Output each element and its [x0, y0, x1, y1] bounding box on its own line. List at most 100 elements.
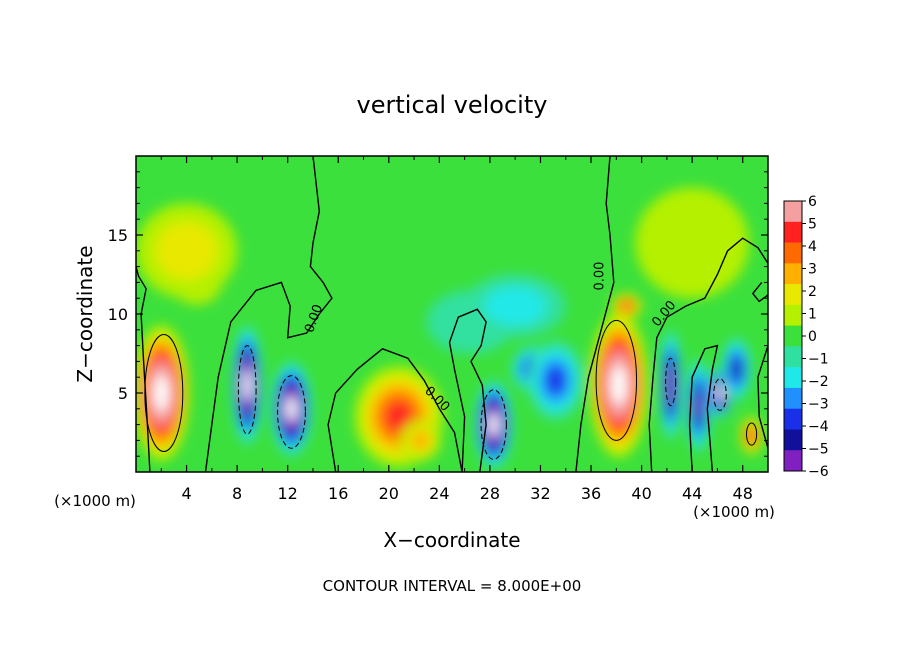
positive-core-contour	[144, 334, 184, 452]
colorbar-tick-label: 6	[808, 194, 817, 210]
x-tick-label: 20	[379, 484, 399, 503]
colorbar-tick-label: −3	[808, 397, 829, 413]
colorbar-tick-label: 2	[808, 284, 817, 300]
x-tick-label: 40	[631, 484, 651, 503]
y-axis-ticks: 5 10 15	[108, 171, 768, 457]
colorbar-tick-label: −4	[808, 419, 829, 435]
contour-label: 0.00	[592, 262, 607, 291]
y-tick-label: 5	[118, 384, 128, 403]
velocity-level-ring	[288, 400, 295, 417]
velocity-level-ring	[668, 373, 674, 397]
y-tick-label: 15	[108, 226, 128, 245]
velocity-cell	[685, 358, 712, 454]
velocity-cell	[400, 419, 441, 461]
zero-contour-line	[688, 344, 719, 472]
velocity-level-ring	[545, 366, 566, 395]
negative-core-contour	[665, 357, 677, 407]
colorbar-swatch	[784, 201, 802, 223]
x-tick-label: 44	[682, 484, 702, 503]
velocity-cell	[659, 329, 683, 441]
colorbar-swatch	[784, 408, 802, 430]
negative-core-contour	[713, 378, 727, 411]
colorbar-tick-label: 5	[808, 217, 817, 233]
colorbar-swatch	[784, 284, 802, 306]
x-axis-ticks: 4 8 12 16 20 24 28 32 36 40 44 48	[160, 156, 753, 503]
x-tick-label: 8	[232, 484, 242, 503]
velocity-cell	[611, 293, 642, 319]
colorbar-labels: 6 5 4 3 2 1 0 −1 −2 −3 −4 −5 −6	[802, 194, 829, 480]
x-axis-label: X−coordinate	[383, 528, 520, 552]
x-tick-label: 32	[530, 484, 550, 503]
colorbar-tick-label: 0	[808, 329, 817, 345]
velocity-cell	[271, 361, 312, 457]
zero-contours	[136, 156, 768, 472]
colorbar-swatch	[784, 346, 802, 368]
x-tick-label: 28	[480, 484, 500, 503]
y-tick-label: 10	[108, 305, 128, 324]
x-tick-label: 16	[328, 484, 348, 503]
velocity-cell	[474, 380, 513, 469]
velocity-cell	[740, 416, 763, 455]
colorbar-tick-label: 1	[808, 307, 817, 323]
colorbar-swatch	[784, 304, 802, 327]
velocity-level-ring	[155, 221, 218, 280]
zero-contour-line	[448, 308, 487, 472]
colorbar-tick-label: −6	[808, 464, 829, 480]
colorbar-tick-label: 3	[808, 262, 817, 278]
velocity-level-ring	[156, 381, 166, 405]
colorbar-swatches	[784, 201, 802, 472]
velocity-level-ring	[695, 394, 702, 418]
positive-core-contour	[595, 319, 638, 441]
zero-contour-line	[204, 156, 333, 472]
plot-area: 0.000.000.000.00 4 8 12 16 20 24 28 32 36 40 44 48 …	[108, 155, 769, 503]
x-tick-label: 36	[581, 484, 601, 503]
zero-contour-line	[757, 345, 768, 449]
velocity-level-ring	[614, 372, 624, 398]
negative-core-contour	[277, 375, 306, 449]
y-axis-label: Z−coordinate	[73, 245, 97, 382]
x-tick-label: 4	[181, 484, 191, 503]
x-tick-label: 12	[278, 484, 298, 503]
colorbar-swatch	[784, 242, 802, 264]
velocity-cell	[721, 337, 752, 401]
colorbar-swatch	[784, 429, 802, 451]
velocity-cell	[527, 340, 584, 420]
velocity-level-ring	[717, 388, 723, 398]
velocity-level-ring	[732, 360, 741, 379]
x-tick-label: 48	[733, 484, 753, 503]
colorbar-swatch	[784, 387, 802, 410]
velocity-cell	[589, 312, 648, 458]
velocity-level-ring	[386, 402, 412, 432]
colorbar-swatch	[784, 450, 802, 472]
colorbar-tick-label: −1	[808, 352, 829, 368]
velocity-level-ring	[635, 187, 750, 299]
velocity-level-ring	[484, 286, 547, 326]
positive-core-contour	[746, 422, 758, 446]
colorbar-tick-label: −5	[808, 442, 829, 458]
x-unit-label-left: (×1000 m)	[54, 492, 136, 510]
velocity-level-ring	[622, 302, 631, 310]
velocity-cell	[635, 187, 750, 299]
velocity-cell	[136, 325, 190, 461]
colorbar-swatch	[784, 263, 802, 285]
colorbar-tick-label: −2	[808, 374, 829, 390]
zero-contour-line	[327, 348, 463, 472]
velocity-level-ring	[490, 417, 497, 432]
velocity-level-ring	[244, 375, 250, 396]
velocity-level-ring	[748, 430, 755, 442]
zero-contour-line	[648, 237, 768, 472]
colorbar-swatch	[784, 325, 802, 347]
chart-title: vertical velocity	[357, 91, 548, 119]
colorbar-tick-label: 4	[808, 239, 817, 255]
x-tick-label: 24	[429, 484, 449, 503]
zero-contour-line	[751, 281, 768, 303]
contour-interval-note: CONTOUR INTERVAL = 8.000E+00	[323, 577, 582, 595]
velocity-cell	[464, 274, 566, 338]
x-unit-label-right: (×1000 m)	[693, 503, 775, 521]
velocity-cell	[136, 203, 238, 299]
negative-core-contour	[237, 345, 257, 435]
zero-contour-line	[575, 156, 615, 472]
colorbar: 6 5 4 3 2 1 0 −1 −2 −3 −4 −5 −6	[783, 194, 829, 480]
velocity-cells	[136, 187, 763, 469]
